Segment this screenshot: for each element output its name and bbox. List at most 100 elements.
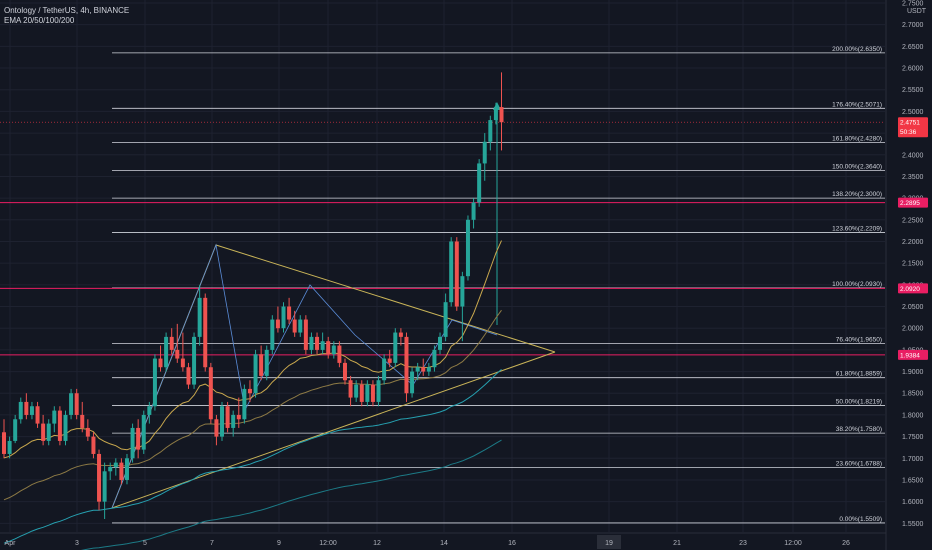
candle-body bbox=[376, 380, 381, 402]
candle-body bbox=[398, 332, 403, 337]
candle-body bbox=[415, 367, 420, 372]
candle-body bbox=[158, 358, 163, 368]
candle-body bbox=[69, 393, 74, 415]
time-tick-label: 23 bbox=[739, 540, 747, 547]
candle-body bbox=[477, 163, 482, 203]
price-tag-countdown: 50:36 bbox=[900, 129, 917, 136]
candle-body bbox=[298, 319, 303, 333]
price-tag-value: 2.0920 bbox=[900, 286, 920, 293]
time-tick-label: 7 bbox=[210, 540, 214, 547]
candle-body bbox=[169, 336, 174, 350]
candle-body bbox=[253, 354, 258, 394]
candle-body bbox=[242, 388, 247, 420]
candle-body bbox=[186, 367, 191, 385]
candle-body bbox=[465, 219, 470, 277]
fibonacci-extension: 200.00%(2.6350) 176.40%(2.5071) 161.80%(2.… bbox=[0, 46, 885, 524]
price-tick-label: 2.5500 bbox=[902, 87, 924, 94]
candle-body bbox=[287, 306, 292, 320]
price-tick-label: 1.7500 bbox=[902, 434, 924, 441]
chart-header: Ontology / TetherUS, 4h, BINANCE EMA 20/… bbox=[4, 6, 129, 26]
candle-body bbox=[460, 276, 465, 307]
time-tick-label: 3 bbox=[75, 540, 79, 547]
candle-body bbox=[449, 241, 454, 303]
ema-100-line bbox=[3, 369, 502, 544]
time-tick-label: 5 bbox=[143, 540, 147, 547]
time-tick-label: 9 bbox=[277, 540, 281, 547]
price-tick-label: 2.2500 bbox=[902, 217, 924, 224]
time-tick-label: Apr bbox=[5, 540, 17, 547]
time-tick-label: 12:00 bbox=[784, 540, 802, 547]
price-tick-label: 2.4000 bbox=[902, 152, 924, 159]
candle-body bbox=[365, 384, 370, 402]
candle-body bbox=[259, 354, 264, 376]
price-tick-label: 2.0000 bbox=[902, 326, 924, 333]
candle-body bbox=[29, 406, 34, 415]
price-axis[interactable]: 2.75002.70002.65002.60002.55002.50002.45… bbox=[902, 1, 927, 528]
candle-body bbox=[488, 120, 493, 142]
time-tick-label: 19 bbox=[605, 540, 613, 547]
indicator-legend[interactable]: EMA 20/50/100/200 bbox=[4, 16, 75, 25]
candle-body bbox=[130, 427, 135, 459]
price-tick-label: 1.6000 bbox=[902, 499, 924, 506]
candle-body bbox=[46, 423, 51, 441]
candle-body bbox=[320, 341, 325, 350]
ema-lines bbox=[3, 240, 502, 550]
price-tags: 2.4751 50:36 2.2895 2.0920 1.9384 bbox=[898, 117, 928, 360]
candle-body bbox=[124, 458, 129, 480]
candle-body bbox=[141, 414, 146, 450]
candle-body bbox=[7, 440, 12, 454]
candle-body bbox=[270, 319, 275, 350]
candle-body bbox=[432, 349, 437, 368]
candle-body bbox=[97, 453, 102, 502]
price-tag-value: 1.9384 bbox=[900, 352, 920, 359]
candle-body bbox=[52, 410, 57, 424]
candle-body bbox=[387, 358, 392, 363]
fib-level-label: 100.00%(2.0930) bbox=[832, 281, 882, 288]
candle-body bbox=[337, 345, 342, 363]
candle-body bbox=[208, 367, 213, 420]
candle-body bbox=[85, 427, 90, 437]
symbol-title[interactable]: Ontology / TetherUS, 4h, BINANCE bbox=[4, 6, 130, 15]
fib-level-label: 138.20%(2.3000) bbox=[832, 191, 882, 198]
time-tick-label: 14 bbox=[440, 540, 448, 547]
price-tick-label: 1.6500 bbox=[902, 477, 924, 484]
fib-level-label: 200.00%(2.6350) bbox=[832, 46, 882, 53]
candle-body bbox=[57, 410, 62, 441]
candle-body bbox=[41, 423, 46, 441]
price-tick-label: 2.6000 bbox=[902, 66, 924, 73]
time-tick-label: 21 bbox=[673, 540, 681, 547]
candle-body bbox=[136, 427, 141, 450]
ema-20-line bbox=[3, 240, 502, 459]
candle-body bbox=[281, 306, 286, 329]
fib-level-label: 50.00%(1.8219) bbox=[836, 398, 882, 405]
candle-body bbox=[164, 336, 169, 368]
candle-body bbox=[147, 406, 152, 415]
candle-body bbox=[443, 302, 448, 337]
candle-body bbox=[203, 297, 208, 368]
price-tick-label: 2.3500 bbox=[902, 174, 924, 181]
candle-body bbox=[348, 380, 353, 398]
triangle-pattern-drawing bbox=[111, 102, 556, 509]
price-tag-bg bbox=[898, 197, 928, 208]
price-tick-label: 2.2000 bbox=[902, 239, 924, 246]
candle-body bbox=[152, 358, 157, 407]
candle-body bbox=[236, 414, 241, 420]
fib-level-label: 150.00%(2.3640) bbox=[832, 163, 882, 170]
candle-body bbox=[426, 367, 431, 372]
time-axis[interactable]: Apr 3 5 7 9 12:00 12 14 16 19 21 23 12:00 26 bbox=[5, 535, 850, 549]
fib-level-label: 123.60%(2.2209) bbox=[832, 225, 882, 232]
price-tick-label: 2.0500 bbox=[902, 304, 924, 311]
price-tag-bg bbox=[898, 349, 928, 360]
candle-body bbox=[13, 419, 18, 441]
fib-level-label: 0.00%(1.5509) bbox=[839, 516, 882, 523]
fib-level-label: 176.40%(2.5071) bbox=[832, 101, 882, 108]
candle-body bbox=[102, 471, 107, 502]
candle-body bbox=[220, 406, 225, 437]
candle-body bbox=[80, 414, 85, 428]
candlestick-series bbox=[2, 72, 504, 519]
candle-body bbox=[231, 414, 236, 428]
price-tick-label: 2.5000 bbox=[902, 109, 924, 116]
time-highlight bbox=[597, 535, 621, 549]
candle-body bbox=[454, 241, 459, 307]
